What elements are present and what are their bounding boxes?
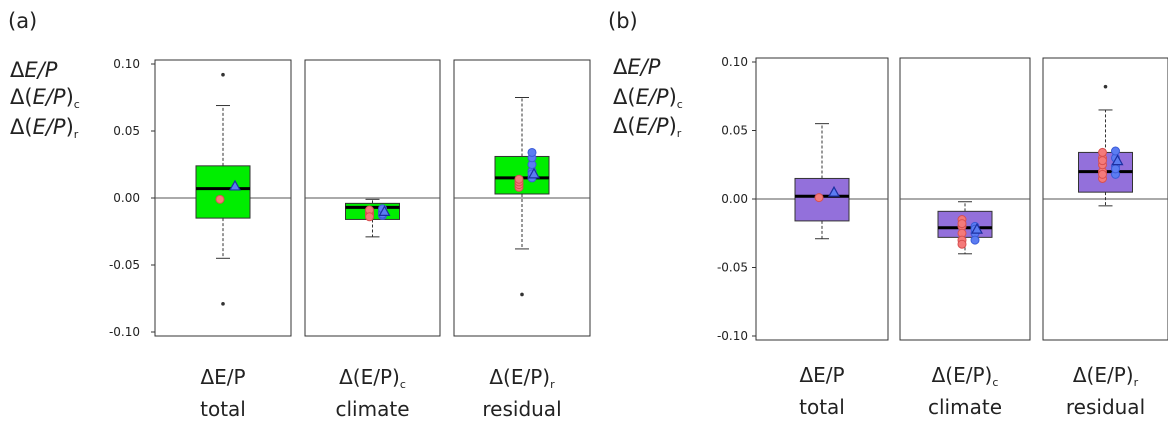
panel-a-box — [195, 165, 251, 219]
panel-a-category-sublabel: climate — [336, 397, 410, 421]
panel-b-category-sublabel: total — [799, 395, 845, 419]
panel-b-red-point — [1098, 147, 1107, 157]
panel-b-red-point — [957, 239, 967, 249]
panel-b-triangle-marker — [827, 185, 841, 197]
panel-a-ytick-label: -0.05 — [109, 258, 140, 272]
panel-b-facet-2 — [899, 57, 1031, 341]
panel-a-blue-point — [527, 147, 537, 157]
panel-b-category-sublabel: residual — [1066, 395, 1145, 419]
panel-a-category-label: Δ(E/P)r — [489, 365, 555, 391]
panel-b-ytick-label: 0.10 — [721, 55, 748, 69]
panel-a-facet-1 — [154, 59, 292, 337]
panel-a-ytick-label: 0.10 — [113, 57, 140, 71]
panel-a-triangle-marker — [527, 167, 541, 179]
panel-b-ylabel-line-2: Δ(E/P)c — [613, 85, 683, 111]
panel-a-ylabel-line-2: Δ(E/P)c — [10, 85, 80, 111]
panel-a-category-label: Δ(E/P)c — [339, 365, 406, 391]
panel-a-outlier — [221, 302, 225, 306]
panel-b-ytick-label: -0.10 — [717, 329, 748, 343]
panel-b-facet-1 — [755, 57, 889, 341]
panel-a-outlier — [221, 72, 225, 77]
panel-b-blue-point — [1111, 146, 1120, 156]
panel-b-ytick-label: 0.05 — [721, 124, 748, 138]
panel-b-triangle-marker — [970, 222, 984, 234]
panel-b-category-label: ΔE/P — [799, 363, 844, 387]
panel-b-red-point — [1098, 156, 1107, 166]
panel-b-ylabel-line-1: ΔE/P — [613, 55, 661, 79]
panel-a-ylabel-line-3: Δ(E/P)r — [10, 115, 79, 141]
panel-a-triangle-marker — [228, 179, 242, 191]
panel-b-ytick-label: -0.05 — [717, 261, 748, 275]
panel-a-outlier — [520, 292, 524, 297]
panel-a-red-point — [514, 174, 524, 184]
panel-a-category-sublabel: total — [200, 397, 246, 421]
panel-b-red-point — [814, 193, 824, 203]
panel-b-category-sublabel: climate — [928, 395, 1002, 419]
panel-b-red-point — [1098, 169, 1107, 179]
panel-a-facet-2 — [304, 59, 441, 337]
panel-b-blue-point — [1111, 164, 1120, 174]
panel-b-blue-point — [970, 235, 980, 245]
panel-a-ytick-label: 0.05 — [113, 124, 140, 138]
panel-a-triangle-marker — [378, 205, 391, 216]
panel-a-red-point — [215, 194, 225, 204]
panel-a-facet-3 — [453, 59, 591, 337]
panel-b-facet-3 — [1042, 57, 1168, 341]
panel-b-category-label: Δ(E/P)c — [932, 363, 999, 389]
panel-a-label: (a) — [8, 9, 37, 33]
panel-a-red-point — [365, 212, 374, 222]
panel-b-outlier — [1103, 84, 1108, 89]
panel-b-label: (b) — [608, 9, 638, 33]
panel-a-category-sublabel: residual — [482, 397, 561, 421]
panel-a-ylabel-line-1: ΔE/P — [10, 58, 58, 82]
panel-b-red-point — [957, 219, 967, 229]
panel-b-triangle-marker — [1111, 154, 1124, 166]
panel-a-ytick-label: -0.10 — [109, 325, 140, 339]
panel-a-category-label: ΔE/P — [200, 365, 245, 389]
panel-a-ytick-label: 0.00 — [113, 191, 140, 205]
panel-b-ylabel-line-3: Δ(E/P)r — [613, 114, 682, 140]
panel-b-ytick-label: 0.00 — [721, 192, 748, 206]
panel-b-category-label: Δ(E/P)r — [1073, 363, 1139, 389]
